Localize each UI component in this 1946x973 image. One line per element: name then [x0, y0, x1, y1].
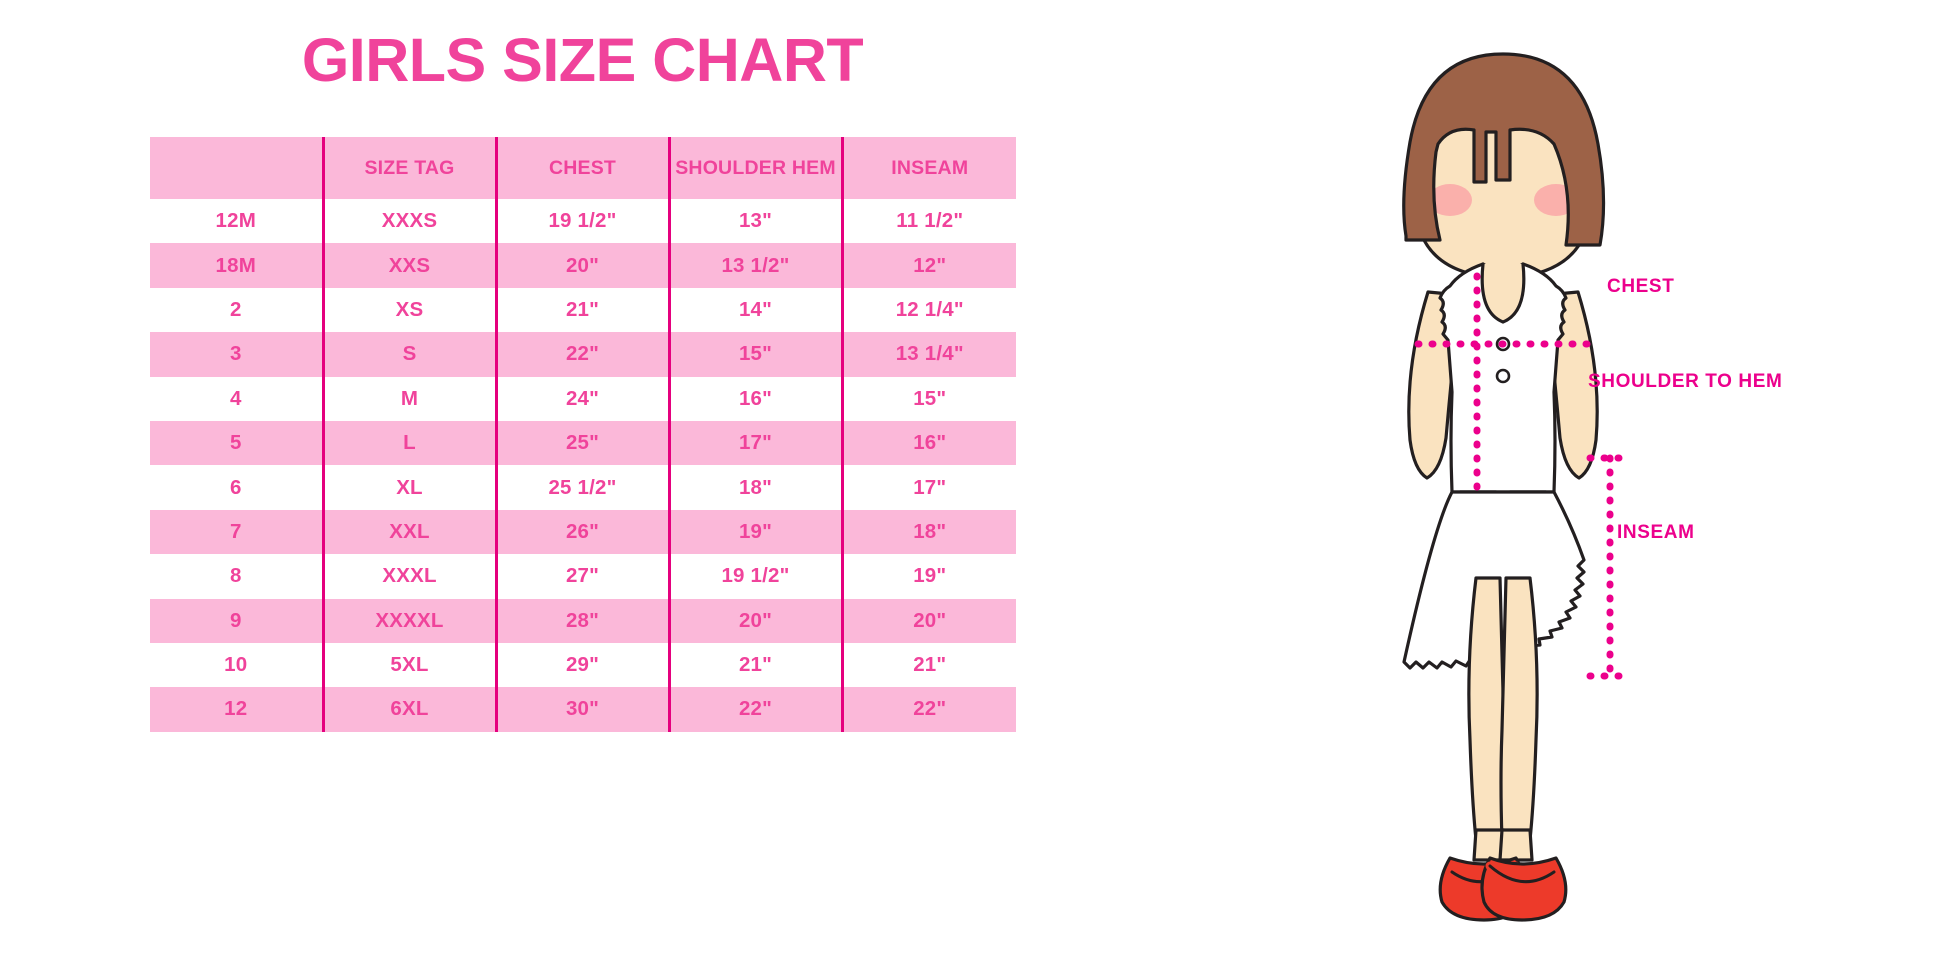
cell-inseam: 19": [840, 554, 1016, 599]
cell-shoulder-hem: 19 1/2": [667, 554, 842, 599]
table-row: 7 XXL 26" 19" 18": [150, 509, 1016, 555]
cell-size-tag: XXXL: [321, 554, 496, 599]
cell-size: 2: [150, 287, 323, 333]
cell-inseam: 11 1/2": [840, 199, 1016, 244]
table-row: 9 XXXXL 28" 20" 20": [150, 598, 1016, 643]
column-header-inseam: INSEAM: [840, 137, 1016, 199]
cell-size-tag: 6XL: [321, 687, 496, 732]
cell-size: 10: [150, 642, 323, 688]
size-chart-table-wrapper: SIZE TAG CHEST SHOULDER HEM INSEAM 12M XX…: [150, 137, 1016, 732]
cell-size-tag: XS: [321, 287, 496, 333]
cell-size: 5: [150, 420, 323, 466]
cell-shoulder-hem: 21": [667, 642, 842, 688]
column-header-chest: CHEST: [494, 137, 669, 199]
cell-shoulder-hem: 18": [667, 465, 842, 510]
annotation-inseam: INSEAM: [1617, 522, 1695, 543]
table-row: 8 XXXL 27" 19 1/2" 19": [150, 554, 1016, 599]
cell-size-tag: 5XL: [321, 642, 496, 688]
cell-chest: 26": [494, 509, 669, 555]
cell-shoulder-hem: 13 1/2": [667, 243, 842, 288]
cell-inseam: 15": [840, 376, 1016, 421]
cell-size: 7: [150, 509, 323, 555]
cell-size: 4: [150, 376, 323, 421]
table-row: 10 5XL 29" 21" 21": [150, 642, 1016, 688]
column-header-shoulder-hem: SHOULDER HEM: [667, 137, 842, 199]
cell-inseam: 13 1/4": [840, 332, 1016, 377]
cell-shoulder-hem: 16": [667, 376, 842, 421]
cell-chest: 25 1/2": [494, 465, 669, 510]
cell-size: 9: [150, 598, 323, 643]
cell-shoulder-hem: 14": [667, 287, 842, 333]
column-header-size-tag: SIZE TAG: [321, 137, 496, 199]
annotation-shoulder-to-hem: SHOULDER TO HEM: [1588, 371, 1783, 392]
cell-size-tag: XXXS: [321, 199, 496, 244]
page-title: GIRLS SIZE CHART: [301, 26, 864, 94]
cell-inseam: 16": [840, 420, 1016, 466]
cell-shoulder-hem: 22": [667, 687, 842, 732]
table-row: 12M XXXS 19 1/2" 13" 11 1/2": [150, 199, 1016, 244]
annotation-chest: CHEST: [1607, 276, 1675, 297]
cell-chest: 27": [494, 554, 669, 599]
cell-chest: 28": [494, 598, 669, 643]
cell-inseam: 22": [840, 687, 1016, 732]
cell-inseam: 18": [840, 509, 1016, 555]
table-header: SIZE TAG CHEST SHOULDER HEM INSEAM: [150, 137, 1016, 199]
cell-size-tag: XXXXL: [321, 598, 496, 643]
cell-size: 6: [150, 465, 323, 510]
cell-inseam: 21": [840, 642, 1016, 688]
cell-shoulder-hem: 19": [667, 509, 842, 555]
cell-inseam: 17": [840, 465, 1016, 510]
cell-size-tag: L: [321, 420, 496, 466]
cell-chest: 29": [494, 642, 669, 688]
cell-size: 18M: [150, 243, 323, 288]
cell-shoulder-hem: 13": [667, 199, 842, 244]
table-row: 5 L 25" 17" 16": [150, 420, 1016, 466]
cell-shoulder-hem: 17": [667, 420, 842, 466]
cell-chest: 24": [494, 376, 669, 421]
table-row: 6 XL 25 1/2" 18" 17": [150, 465, 1016, 510]
cell-chest: 25": [494, 420, 669, 466]
table-row: 2 XS 21" 14" 12 1/4": [150, 287, 1016, 333]
table-body: 12M XXXS 19 1/2" 13" 11 1/2" 18M XXS 20" 13 1/2"…: [150, 199, 1016, 732]
table-header-row: SIZE TAG CHEST SHOULDER HEM INSEAM: [150, 137, 1016, 199]
size-chart-table: SIZE TAG CHEST SHOULDER HEM INSEAM 12M XX…: [150, 137, 1016, 732]
column-header-size: [150, 137, 323, 199]
cell-size: 12: [150, 687, 323, 732]
cell-chest: 19 1/2": [494, 199, 669, 244]
cell-chest: 21": [494, 287, 669, 333]
cell-size-tag: XL: [321, 465, 496, 510]
cell-size: 3: [150, 332, 323, 377]
cell-shoulder-hem: 20": [667, 598, 842, 643]
table-row: 12 6XL 30" 22" 22": [150, 687, 1016, 732]
cell-chest: 30": [494, 687, 669, 732]
table-row: 4 M 24" 16" 15": [150, 376, 1016, 421]
cell-inseam: 12": [840, 243, 1016, 288]
cell-size: 8: [150, 554, 323, 599]
cell-size-tag: XXS: [321, 243, 496, 288]
cell-size-tag: M: [321, 376, 496, 421]
cell-chest: 22": [494, 332, 669, 377]
cell-inseam: 20": [840, 598, 1016, 643]
cell-size: 12M: [150, 199, 323, 244]
cell-size-tag: XXL: [321, 509, 496, 555]
girl-figure-illustration: [1300, 40, 1946, 940]
cell-size-tag: S: [321, 332, 496, 377]
cell-inseam: 12 1/4": [840, 287, 1016, 333]
cell-shoulder-hem: 15": [667, 332, 842, 377]
table-row: 18M XXS 20" 13 1/2" 12": [150, 243, 1016, 288]
cell-chest: 20": [494, 243, 669, 288]
table-row: 3 S 22" 15" 13 1/4": [150, 332, 1016, 377]
